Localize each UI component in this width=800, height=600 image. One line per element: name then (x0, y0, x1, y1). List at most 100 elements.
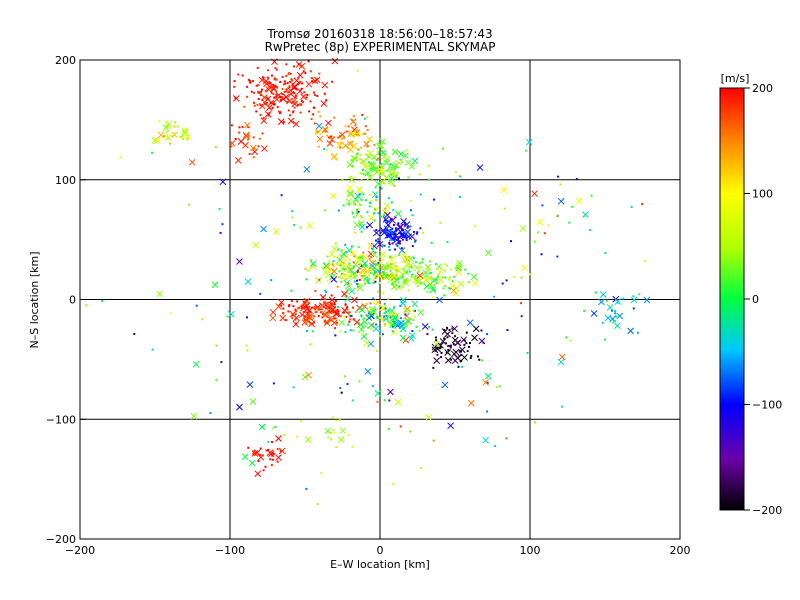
data-point (250, 90, 253, 93)
data-point (405, 149, 408, 152)
data-point (399, 158, 402, 161)
data-point (289, 80, 292, 83)
data-point (368, 201, 371, 204)
data-point (486, 381, 489, 384)
data-point (272, 452, 275, 455)
data-point-cross (188, 158, 196, 166)
data-point (281, 75, 284, 78)
data-point (312, 106, 315, 109)
data-point (280, 96, 283, 99)
data-point (402, 268, 405, 271)
data-point (391, 183, 394, 186)
data-point-cross (630, 296, 638, 304)
data-point (404, 279, 407, 282)
data-point-cross (557, 197, 565, 205)
data-point (313, 315, 316, 318)
data-point (247, 78, 250, 81)
data-point (394, 248, 397, 251)
data-point (442, 337, 445, 340)
data-point (341, 256, 344, 259)
data-point (394, 255, 397, 258)
data-point (300, 419, 303, 422)
data-point (289, 72, 292, 75)
data-point (163, 135, 166, 138)
data-point (264, 89, 267, 92)
data-point (353, 202, 356, 205)
data-point (470, 355, 473, 358)
data-point-cross (407, 262, 414, 270)
data-point (397, 236, 400, 239)
grid-lines (80, 60, 680, 539)
x-tick-label: −200 (65, 544, 95, 557)
data-point (386, 274, 389, 277)
data-point (383, 322, 386, 325)
data-point (364, 132, 367, 135)
data-point (383, 302, 386, 305)
data-point (376, 400, 379, 403)
data-point (364, 125, 367, 128)
data-point (269, 102, 272, 105)
data-point (287, 72, 290, 75)
data-point (360, 274, 363, 277)
data-point (369, 201, 372, 204)
data-point (271, 458, 274, 461)
data-point (481, 359, 484, 362)
data-point-cross (282, 93, 290, 101)
data-point (331, 416, 334, 419)
data-point (419, 281, 422, 284)
data-point (247, 446, 250, 449)
data-point (399, 317, 402, 320)
data-point (343, 279, 346, 282)
data-point-cross (367, 214, 375, 222)
data-point (359, 172, 362, 175)
data-point-cross (232, 94, 240, 102)
data-point-cross (384, 211, 391, 219)
y-tick-label: 200 (55, 54, 76, 67)
data-point (376, 157, 379, 160)
data-point (241, 125, 244, 128)
data-point (380, 273, 383, 276)
data-point (230, 145, 233, 148)
data-point (543, 232, 546, 235)
data-point (262, 469, 265, 472)
data-point (326, 322, 329, 325)
data-point (397, 277, 400, 280)
data-point-cross (590, 310, 598, 317)
data-point (406, 321, 409, 324)
data-point (259, 104, 262, 107)
data-point (313, 93, 316, 96)
data-point-cross (392, 314, 399, 321)
data-point (381, 147, 384, 150)
data-point-cross (389, 321, 397, 329)
data-point-cross (304, 318, 312, 325)
data-point (385, 310, 388, 313)
data-point-cross (368, 160, 375, 168)
data-point (415, 325, 418, 328)
data-point (339, 315, 342, 318)
data-point (382, 292, 385, 295)
data-point (346, 383, 349, 386)
data-point (533, 240, 536, 243)
data-point (342, 204, 345, 207)
data-point (370, 168, 373, 171)
data-point (389, 171, 392, 174)
data-point (337, 209, 340, 212)
data-point (377, 152, 380, 155)
data-point-cross (357, 321, 364, 328)
data-point (447, 286, 450, 289)
data-point-cross (536, 218, 544, 226)
data-point (320, 472, 323, 475)
data-point (393, 184, 396, 187)
data-point (396, 270, 399, 273)
data-point (300, 99, 303, 102)
data-point (303, 318, 306, 321)
data-point-cross (437, 342, 444, 349)
data-point-cross (382, 263, 389, 271)
data-point (434, 336, 437, 339)
data-point (371, 323, 374, 326)
data-point-cross (472, 325, 480, 333)
data-point (317, 145, 320, 148)
data-point (310, 259, 313, 262)
data-point (360, 172, 363, 175)
data-point (335, 419, 338, 422)
